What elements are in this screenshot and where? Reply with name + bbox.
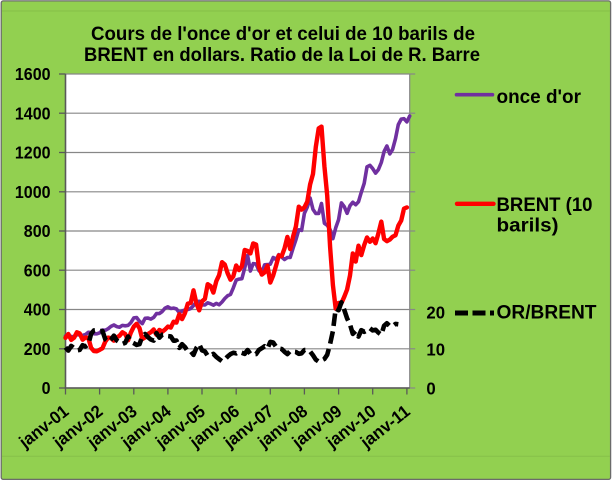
svg-text:1400: 1400 (15, 103, 51, 123)
svg-text:BRENT (10: BRENT (10 (497, 195, 593, 216)
svg-text:0: 0 (426, 379, 436, 399)
svg-text:1600: 1600 (15, 64, 51, 84)
svg-text:1200: 1200 (15, 143, 51, 163)
svg-text:200: 200 (24, 339, 51, 359)
svg-text:400: 400 (24, 300, 51, 320)
svg-text:Cours de l'once d'or et celui: Cours de l'once d'or et celui de 10 bari… (91, 23, 475, 45)
svg-text:800: 800 (24, 221, 51, 241)
svg-text:20: 20 (426, 303, 445, 323)
svg-text:10: 10 (426, 339, 445, 359)
svg-text:barils): barils) (497, 216, 559, 237)
svg-text:600: 600 (24, 260, 51, 280)
svg-text:BRENT en dollars. Ratio de la: BRENT en dollars. Ratio de la Loi de R. … (84, 44, 480, 66)
svg-text:OR/BRENT: OR/BRENT (497, 303, 597, 324)
svg-text:once d'or: once d'or (497, 87, 582, 108)
svg-text:0: 0 (42, 378, 51, 398)
svg-text:1000: 1000 (15, 182, 51, 202)
